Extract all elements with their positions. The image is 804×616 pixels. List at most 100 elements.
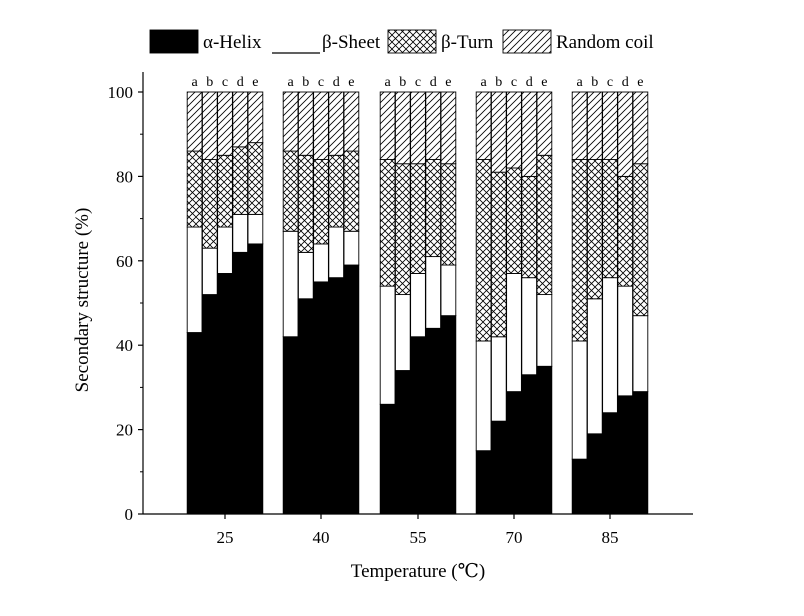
bar-segment-cross-hatch-85-b <box>586 159 603 300</box>
bar-segment-solid-black-25-e <box>247 243 264 515</box>
bar-sublabel: c <box>222 75 228 90</box>
y-tick-label: 0 <box>125 505 134 524</box>
bar-segment-diagonal-hatch-40-c <box>313 91 329 160</box>
legend-label: β-Turn <box>441 32 494 53</box>
bar-segment-diagonal-hatch-40-d <box>328 91 345 156</box>
bar-segment-solid-black-70-e <box>536 365 553 515</box>
bar-segment-diagonal-hatch-25-c <box>217 91 233 156</box>
bar-segment-solid-black-55-d <box>425 327 442 515</box>
bar-segment-cross-hatch-40-d <box>328 154 345 228</box>
bar-segment-solid-black-85-a <box>571 458 588 515</box>
bar-segment-diagonal-hatch-70-d <box>521 91 538 177</box>
bar-segment-diagonal-hatch-40-a <box>282 91 299 152</box>
x-tick-label: 25 <box>217 528 234 547</box>
bar-segment-diagonal-hatch-70-b <box>490 91 507 173</box>
bar-segment-solid-black-85-b <box>586 433 603 515</box>
bar-sublabel: e <box>637 75 643 90</box>
bar-segment-cross-hatch-85-c <box>602 159 618 279</box>
bar-segment-white-55-a <box>379 285 396 405</box>
bar-segment-cross-hatch-70-e <box>536 154 553 296</box>
bar-segment-white-85-c <box>602 277 618 414</box>
bar-segment-white-85-b <box>586 298 603 435</box>
bar-segment-diagonal-hatch-25-a <box>186 91 203 152</box>
bar-segment-solid-black-25-b <box>201 294 218 515</box>
bar-sublabel: d <box>333 75 340 90</box>
bar-segment-solid-black-55-e <box>440 315 457 515</box>
bar-segment-diagonal-hatch-85-d <box>617 91 634 177</box>
bar-segment-solid-black-85-d <box>617 395 634 515</box>
legend: α-Helix β-Sheet β-Turn Random coil <box>149 29 654 54</box>
bar-sublabel: e <box>445 75 451 90</box>
bar-segment-cross-hatch-55-b <box>394 163 411 296</box>
bar-segment-solid-black-70-a <box>475 450 492 515</box>
y-tick-label: 40 <box>116 336 133 355</box>
bar-segment-cross-hatch-25-a <box>186 150 203 228</box>
bar-segment-cross-hatch-25-c <box>217 154 233 228</box>
bar-segment-cross-hatch-25-b <box>201 159 218 249</box>
bar-segment-diagonal-hatch-85-e <box>632 91 649 165</box>
bar-segment-white-85-e <box>632 315 649 393</box>
bar-segment-diagonal-hatch-85-c <box>602 91 618 160</box>
bar-segment-cross-hatch-55-a <box>379 159 396 287</box>
bar-sublabel: a <box>480 75 487 90</box>
bar-segment-white-55-e <box>440 264 457 317</box>
bar-sublabel: c <box>607 75 613 90</box>
bar-segment-white-25-b <box>201 247 218 296</box>
bar-sublabel: a <box>576 75 583 90</box>
bar-segment-cross-hatch-40-a <box>282 150 299 232</box>
bar-segment-cross-hatch-85-e <box>632 163 649 317</box>
x-tick-label: 40 <box>313 528 330 547</box>
legend-swatch-cross-hatch <box>387 29 437 54</box>
bar-segment-white-40-e <box>343 230 360 266</box>
bar-segment-diagonal-hatch-70-c <box>506 91 522 169</box>
bar-segment-solid-black-85-c <box>602 412 618 515</box>
bar-segment-white-40-d <box>328 226 345 279</box>
bar-segment-solid-black-40-a <box>282 336 299 515</box>
bar-segment-white-25-c <box>217 226 233 274</box>
bar-segment-diagonal-hatch-25-e <box>247 91 264 144</box>
x-tick-label: 70 <box>506 528 523 547</box>
bar-segment-cross-hatch-25-d <box>232 146 249 215</box>
bar-sublabel: e <box>252 75 258 90</box>
bar-sublabel: b <box>206 75 213 90</box>
bar-segment-cross-hatch-55-c <box>410 163 426 274</box>
bar-segment-white-70-c <box>506 273 522 393</box>
bar-segment-white-55-c <box>410 273 426 338</box>
bar-segment-white-55-d <box>425 256 442 329</box>
bar-segment-white-40-b <box>297 251 314 300</box>
bar-segment-white-40-c <box>313 243 329 283</box>
bar-segment-solid-black-25-d <box>232 251 249 515</box>
bar-sublabel: d <box>622 75 629 90</box>
x-axis-title: Temperature (℃) <box>351 561 485 582</box>
x-tick-label: 85 <box>602 528 619 547</box>
legend-swatch-diagonal-hatch <box>502 29 552 54</box>
y-tick-label: 80 <box>116 167 133 186</box>
bar-segment-solid-black-40-d <box>328 277 345 515</box>
legend-swatch-solid-black <box>149 29 199 54</box>
bar-sublabel: a <box>191 75 198 90</box>
bar-segment-solid-black-40-e <box>343 264 360 515</box>
bar-segment-white-25-d <box>232 213 249 253</box>
bar-segment-diagonal-hatch-25-d <box>232 91 249 148</box>
bar-segment-white-25-e <box>247 213 264 245</box>
bar-sublabel: c <box>511 75 517 90</box>
bar-segment-solid-black-40-c <box>313 281 329 515</box>
bar-segment-cross-hatch-70-b <box>490 171 507 338</box>
bar-segment-cross-hatch-70-d <box>521 175 538 279</box>
bar-segment-cross-hatch-85-a <box>571 159 588 342</box>
bar-segment-white-70-d <box>521 277 538 376</box>
bar-segment-white-85-d <box>617 285 634 397</box>
bar-segment-diagonal-hatch-25-b <box>201 91 218 160</box>
bar-segment-diagonal-hatch-85-a <box>571 91 588 160</box>
bar-segment-solid-black-25-c <box>217 273 233 515</box>
y-axis-title: Secondary structure (%) <box>72 208 93 393</box>
bar-segment-cross-hatch-70-c <box>506 167 522 274</box>
bar-segment-white-25-a <box>186 226 203 333</box>
legend-swatch-white <box>272 30 320 53</box>
bar-segment-solid-black-55-c <box>410 336 426 515</box>
bar-segment-diagonal-hatch-85-b <box>586 91 603 160</box>
bar-segment-diagonal-hatch-55-e <box>440 91 457 165</box>
bar-segment-diagonal-hatch-55-c <box>410 91 426 165</box>
